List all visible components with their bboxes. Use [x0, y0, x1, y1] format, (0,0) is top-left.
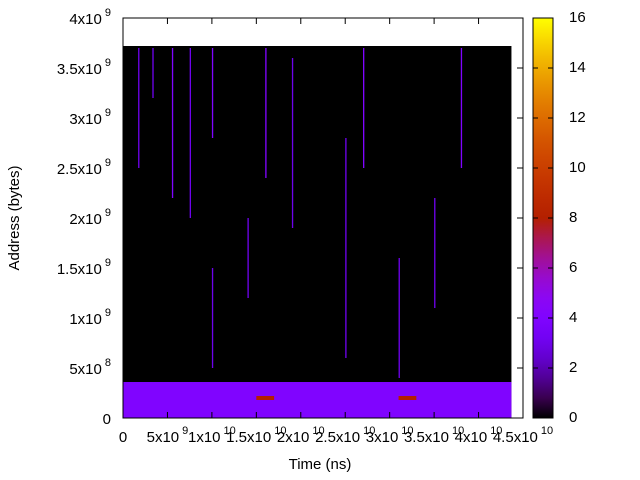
colorbar-tick-label: 14 [569, 59, 586, 76]
y-tick-label: 5x10 8 [69, 357, 111, 378]
heat-cell [189, 48, 191, 218]
x-tick-label: 3x10 10 [366, 425, 414, 446]
heat-cell [123, 46, 512, 418]
heat-cell [345, 138, 347, 358]
heat-cell [265, 48, 267, 178]
x-axis-label: Time (ns) [289, 456, 352, 473]
colorbar-tick-label: 6 [569, 259, 577, 276]
y-tick-label: 1x10 9 [69, 307, 111, 328]
x-tick-label: 2.5x10 10 [315, 425, 375, 446]
colorbar-tick-label: 0 [569, 409, 577, 426]
heat-cell [291, 58, 294, 228]
colorbar-tick-label: 4 [569, 309, 577, 326]
colorbar-tick-label: 10 [569, 159, 586, 176]
x-tick-label: 0 [119, 429, 127, 446]
y-tick-label: 1.5x10 9 [57, 257, 111, 278]
colorbar-tick-label: 2 [569, 359, 577, 376]
heat-cell [398, 258, 400, 378]
y-tick-label: 3.5x10 9 [57, 57, 111, 78]
heat-cell [211, 48, 214, 138]
y-tick-label: 0 [103, 411, 111, 428]
x-tick-label: 4x10 10 [455, 425, 503, 446]
colorbar-tick-label: 12 [569, 109, 586, 126]
heat-cell [211, 268, 214, 368]
x-tick-label: 4.5x10 10 [493, 425, 553, 446]
heat-cell [123, 382, 512, 418]
heat-cell [152, 48, 154, 98]
heat-cell [171, 48, 174, 198]
heat-cell [434, 198, 436, 308]
y-tick-label: 3x10 9 [69, 107, 111, 128]
x-tick-label: 1.5x10 10 [226, 425, 286, 446]
heat-cell [460, 48, 463, 168]
heat-cell [256, 396, 275, 400]
x-tick-label: 1x10 10 [188, 425, 236, 446]
colorbar-tick-label: 8 [569, 209, 577, 226]
heat-cell [138, 48, 140, 168]
y-tick-label: 4x10 9 [69, 7, 111, 28]
y-axis-label: Address (bytes) [6, 165, 23, 270]
colorbar-tick-label: 16 [569, 9, 586, 26]
x-tick-label: 3.5x10 10 [404, 425, 464, 446]
heat-cell [247, 218, 249, 298]
heat-cell [363, 48, 365, 168]
heat-cell [398, 396, 417, 400]
y-tick-label: 2.5x10 9 [57, 157, 111, 178]
heatmap [123, 46, 512, 418]
y-tick-label: 2x10 9 [69, 207, 111, 228]
x-tick-label: 2x10 10 [277, 425, 325, 446]
x-tick-label: 5x10 9 [147, 425, 189, 446]
